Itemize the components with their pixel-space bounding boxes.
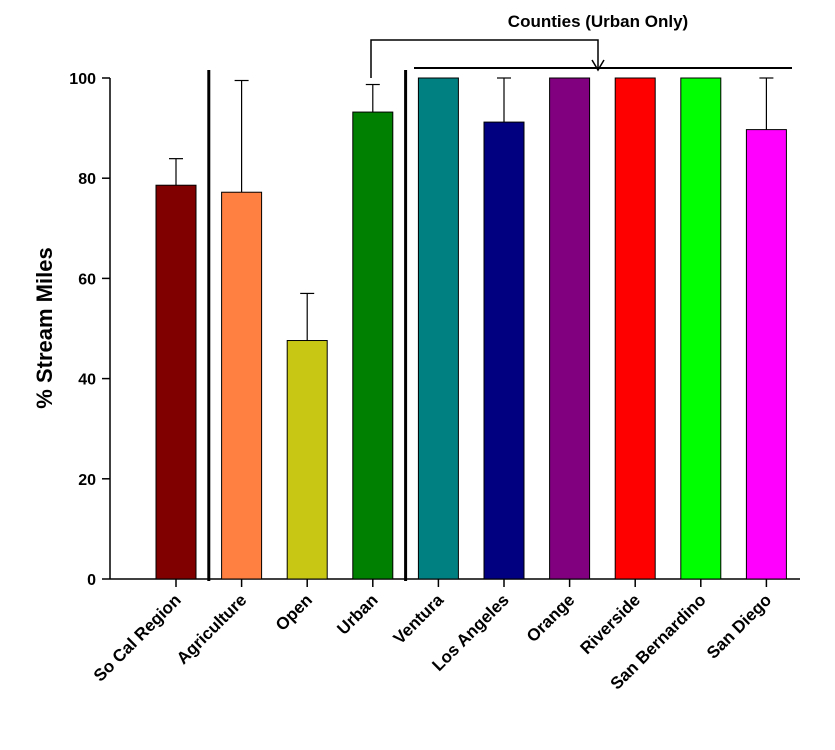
y-tick-label: 40 <box>78 372 96 389</box>
x-tick-label: Ventura <box>390 590 448 648</box>
bar <box>745 129 787 580</box>
y-ticks: 0 20 40 60 80 100 <box>69 71 110 589</box>
error-bars <box>169 77 774 341</box>
arrow-head <box>591 59 605 72</box>
y-tick-label: 60 <box>78 271 96 288</box>
y-tick-label: 20 <box>78 472 96 489</box>
bar <box>549 77 591 580</box>
x-tick-label: Open <box>272 590 316 634</box>
x-tick-label: Orange <box>523 590 579 646</box>
bar <box>352 111 394 580</box>
x-tick-label: Urban <box>333 590 381 638</box>
x-tick-label: San Diego <box>703 590 775 662</box>
annotation-label: Counties (Urban Only) <box>508 12 688 31</box>
counties-annotation: Counties (Urban Only) <box>370 12 792 78</box>
bar <box>221 191 263 580</box>
group-separators <box>207 70 408 581</box>
bar <box>417 77 459 580</box>
bar <box>286 340 328 580</box>
x-tick-label: Agriculture <box>173 590 251 668</box>
bar <box>614 77 656 580</box>
x-tick-label: So Cal Region <box>90 590 185 685</box>
y-tick-label: 80 <box>78 171 96 188</box>
y-tick-label: 0 <box>87 572 96 589</box>
bars <box>155 77 787 580</box>
annotation-arrow <box>370 39 599 78</box>
y-axis-label: % Stream Miles <box>32 247 57 408</box>
bar <box>155 184 197 580</box>
bar <box>680 77 722 580</box>
y-tick-label: 100 <box>69 71 96 88</box>
x-tick-label: Riverside <box>576 590 644 658</box>
bar <box>483 121 525 580</box>
